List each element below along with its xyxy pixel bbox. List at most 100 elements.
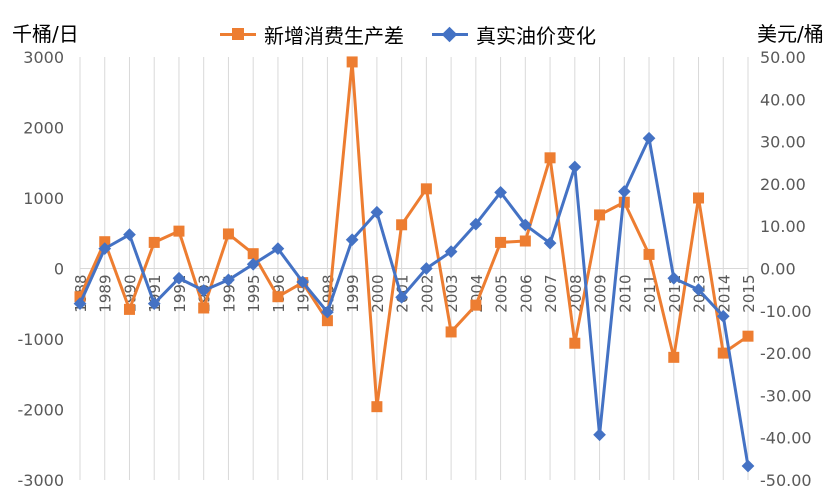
data-point-diamond	[296, 275, 310, 289]
data-point-square	[198, 302, 210, 314]
data-point-square	[173, 225, 185, 237]
legend-label-oil-price: 真实油价变化	[476, 24, 596, 48]
data-point-square	[222, 228, 234, 240]
data-point-square	[346, 56, 358, 68]
legend-blue-diamond-icon	[432, 26, 468, 43]
data-point-square	[643, 248, 655, 260]
x-axis-tick-label: 2012	[666, 275, 684, 313]
data-point-diamond	[321, 305, 334, 319]
data-point-square	[519, 235, 531, 247]
left-axis-tick-label: -1000	[18, 330, 65, 349]
x-axis-tick-label: 2008	[567, 275, 585, 313]
right-axis-tick-label: -30.00	[760, 386, 812, 405]
left-axis-tick-label: 0	[54, 260, 64, 279]
data-point-diamond	[370, 205, 384, 219]
data-point-square	[74, 291, 86, 303]
legend-label-consumption-gap: 新增消费生产差	[264, 24, 404, 48]
left-axis-tick-label: 1000	[23, 189, 64, 208]
series-group	[73, 56, 755, 473]
x-axis-tick-label: 1995	[245, 275, 263, 313]
data-point-square	[272, 291, 284, 303]
data-point-square	[470, 299, 482, 311]
right-axis-tick-label: 20.00	[760, 175, 806, 194]
left-axis-unit: 千桶/日	[12, 22, 79, 46]
data-point-square	[742, 330, 754, 342]
x-axis-tick-label: 2005	[493, 275, 511, 313]
left-axis-tick-label: 2000	[23, 119, 64, 138]
x-axis-tick-label: 2011	[641, 275, 659, 313]
x-axis-tick-label: 2014	[715, 275, 733, 313]
left-axis-tick-label: -2000	[18, 401, 65, 420]
data-point-diamond	[98, 242, 112, 255]
data-point-diamond	[469, 217, 483, 231]
x-axis-tick-label: 1998	[319, 275, 337, 313]
data-point-square	[445, 326, 457, 338]
left-axis-tick-label: 3000	[23, 48, 64, 67]
data-point-diamond	[395, 290, 408, 304]
x-axis-tick-label: 1989	[97, 275, 115, 313]
data-point-diamond	[197, 284, 211, 297]
data-point-diamond	[617, 185, 631, 198]
data-point-square	[668, 351, 680, 363]
grid-lines	[79, 57, 749, 480]
right-axis-tick-label: -20.00	[760, 344, 812, 363]
data-point-diamond	[271, 242, 285, 255]
right-axis-tick-label: 30.00	[760, 133, 806, 152]
data-point-square	[594, 209, 606, 221]
data-point-diamond	[420, 262, 433, 275]
data-point-square	[371, 401, 383, 413]
right-axis-tick-label: -10.00	[760, 302, 812, 321]
data-point-diamond	[444, 245, 458, 258]
data-point-square	[569, 337, 581, 349]
x-axis-tick-label: 2000	[369, 275, 387, 313]
x-axis-tick-label: 2015	[740, 275, 758, 313]
x-axis-tick-label: 1992	[171, 275, 189, 313]
data-point-square	[123, 303, 135, 315]
data-point-square	[693, 192, 705, 204]
legend-item-consumption-gap: 新增消费生产差	[220, 20, 404, 49]
data-point-diamond	[345, 233, 359, 247]
data-point-diamond	[222, 273, 235, 287]
data-point-square	[396, 219, 408, 231]
data-point-square	[247, 248, 259, 260]
data-point-diamond	[593, 428, 606, 442]
data-point-square	[717, 347, 729, 359]
data-point-square	[420, 183, 432, 195]
x-axis-tick-label: 1999	[344, 275, 362, 313]
right-axis-tick-label: 10.00	[760, 217, 806, 236]
x-axis-tick-label: 1994	[220, 275, 238, 313]
data-point-square	[495, 236, 507, 248]
left-axis-ticks: 3000 2000 1000 0 -1000 -2000 -3000	[18, 48, 65, 490]
data-point-diamond	[73, 297, 87, 310]
data-point-diamond	[741, 459, 755, 473]
data-point-square	[148, 236, 160, 248]
legend-item-oil-price: 真实油价变化	[432, 20, 596, 49]
x-axis-tick-label: 2002	[418, 275, 436, 313]
x-axis-tick-label: 2007	[542, 275, 560, 313]
right-axis-unit: 美元/桶	[757, 22, 824, 46]
data-point-diamond	[494, 185, 507, 199]
data-point-diamond	[123, 228, 136, 242]
x-axis-tick-label: 2009	[592, 275, 610, 313]
x-axis-tick-label: 2006	[517, 275, 535, 313]
right-axis-tick-label: -40.00	[760, 429, 812, 448]
data-point-diamond	[246, 257, 260, 271]
right-axis-tick-label: 40.00	[760, 90, 806, 109]
right-axis-ticks: 50.00 40.00 30.00 20.00 10.00 0.00 -10.00 -20.0…	[760, 48, 812, 490]
data-point-square	[544, 152, 556, 164]
right-axis-tick-label: 50.00	[760, 48, 806, 67]
series-line-oil-price	[78, 136, 750, 467]
x-axis-tick-label: 2010	[616, 275, 634, 313]
data-point-diamond	[147, 297, 161, 310]
data-point-square	[321, 315, 333, 327]
legend: 新增消费生产差 真实油价变化	[220, 20, 596, 49]
left-axis-tick-label: -3000	[18, 471, 65, 490]
data-point-diamond	[172, 271, 186, 285]
data-point-diamond	[642, 131, 656, 145]
data-point-diamond	[568, 160, 582, 174]
data-point-square	[99, 236, 111, 248]
legend-orange-square-icon	[220, 28, 256, 40]
series-line-consumption-gap	[78, 60, 749, 409]
right-axis-tick-label: 0.00	[760, 260, 796, 279]
